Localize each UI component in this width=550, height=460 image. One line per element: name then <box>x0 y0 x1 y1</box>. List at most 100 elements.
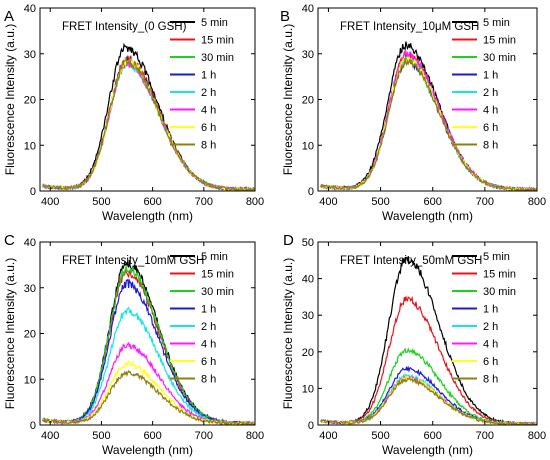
y-tick-label: 50 <box>302 237 314 249</box>
series-line-4-h <box>320 50 537 191</box>
series-line-8-h <box>42 369 255 425</box>
y-tick-label: 40 <box>24 237 36 249</box>
series-line-1-h <box>320 56 537 191</box>
legend-label: 5 min <box>201 251 228 263</box>
series-line-15-min <box>320 49 537 191</box>
y-tick-label: 30 <box>302 49 314 61</box>
legend: 5 min 15 min 30 min 1 h 2 h 4 h 6 h 8 h <box>170 17 234 152</box>
y-tick-label: 20 <box>24 95 36 107</box>
x-tick-label: 500 <box>371 196 389 208</box>
legend-label: 30 min <box>201 286 234 298</box>
y-tick-label: 40 <box>24 3 36 15</box>
legend-label: 15 min <box>201 35 234 47</box>
series-group <box>42 42 255 191</box>
x-tick-label: 800 <box>246 430 264 442</box>
x-tick-label: 400 <box>41 196 59 208</box>
panel-title: FRET Intensity_10μM GSH <box>340 21 479 33</box>
x-tick-label: 800 <box>528 196 546 208</box>
panel-title: FRET Intensity_(0 GSH) <box>62 21 187 33</box>
x-tick-label: 700 <box>476 430 494 442</box>
legend-label: 8 h <box>201 140 216 152</box>
legend-label: 1 h <box>483 70 498 82</box>
y-tick-label: 30 <box>24 283 36 295</box>
y-axis-label: Fluorescence Intensity (a.u.) <box>3 258 17 409</box>
series-group <box>320 256 537 425</box>
series-line-8-h <box>320 57 537 191</box>
x-tick-label: 600 <box>424 430 442 442</box>
legend-label: 2 h <box>201 321 216 333</box>
series-line-8-h <box>320 377 537 425</box>
legend-label: 5 min <box>201 17 228 29</box>
y-tick-label: 0 <box>308 186 314 198</box>
panel-a: A FRET Intensity_(0 GSH) 400 500 600 700 800 0 1… <box>3 3 264 223</box>
series-line-5-min <box>320 256 537 425</box>
y-tick-label: 30 <box>24 49 36 61</box>
legend-label: 30 min <box>483 52 516 64</box>
series-line-8-h <box>42 58 255 191</box>
legend-label: 6 h <box>483 122 498 134</box>
legend: 5 min 15 min 30 min 1 h 2 h 4 h 6 h 8 h <box>170 251 234 386</box>
y-tick-label: 0 <box>308 420 314 432</box>
x-tick-label: 500 <box>92 430 110 442</box>
series-group <box>320 41 537 191</box>
panel-b: B FRET Intensity_10μM GSH 400 500 600 700 800 0… <box>280 3 546 223</box>
x-tick-label: 800 <box>528 430 546 442</box>
legend-label: 6 h <box>201 122 216 134</box>
legend-label: 8 h <box>483 374 498 386</box>
x-tick-label: 600 <box>143 196 161 208</box>
y-tick-label: 0 <box>30 186 36 198</box>
panel-letter: C <box>4 232 15 249</box>
x-tick-label: 600 <box>143 430 161 442</box>
x-tick-label: 700 <box>195 196 213 208</box>
legend-label: 8 h <box>483 140 498 152</box>
legend-label: 8 h <box>201 374 216 386</box>
legend-label: 6 h <box>483 356 498 368</box>
series-line-6-h <box>42 360 255 425</box>
legend-label: 30 min <box>483 286 516 298</box>
legend-label: 1 h <box>483 304 498 316</box>
x-tick-label: 400 <box>319 430 337 442</box>
plot-frame <box>317 241 538 426</box>
x-axis-label: Wavelength (nm) <box>382 443 473 457</box>
series-line-1-h <box>320 365 537 425</box>
y-axis-label: Fluorescence Intensity (a.u.) <box>3 24 17 175</box>
panel-letter: D <box>283 232 294 249</box>
legend-label: 2 h <box>483 321 498 333</box>
x-tick-label: 400 <box>41 430 59 442</box>
x-axis-label: Wavelength (nm) <box>382 209 473 223</box>
series-line-2-h <box>320 372 537 425</box>
series-line-5-min <box>42 259 255 425</box>
y-tick-label: 20 <box>24 329 36 341</box>
panel-letter: A <box>4 8 14 25</box>
x-tick-label: 500 <box>92 196 110 208</box>
y-tick-label: 10 <box>24 374 36 386</box>
legend: 5 min 15 min 30 min 1 h 2 h 4 h 6 h 8 h <box>452 17 516 152</box>
series-line-6-h <box>320 374 537 425</box>
legend-label: 30 min <box>201 52 234 64</box>
y-axis-label: Fluorescence Intensity (a.u.) <box>281 24 295 175</box>
panel-letter: B <box>280 8 290 25</box>
series-group <box>42 259 255 425</box>
legend-label: 4 h <box>483 339 498 351</box>
legend-label: 1 h <box>201 70 216 82</box>
y-tick-label: 30 <box>302 310 314 322</box>
legend-label: 4 h <box>483 105 498 117</box>
y-tick-label: 10 <box>24 140 36 152</box>
y-tick-label: 20 <box>302 347 314 359</box>
series-line-15-min <box>320 295 537 425</box>
legend-label: 15 min <box>201 269 234 281</box>
y-tick-label: 10 <box>302 140 314 152</box>
legend-label: 1 h <box>201 304 216 316</box>
x-tick-label: 700 <box>195 430 213 442</box>
x-tick-label: 600 <box>424 196 442 208</box>
panel-title: FRET Intensity_10mM GSH <box>62 255 204 267</box>
x-tick-label: 400 <box>319 196 337 208</box>
series-line-5-min <box>42 42 255 191</box>
y-axis-label: Fluorescence Intensity (a.u.) <box>281 258 295 409</box>
y-tick-label: 40 <box>302 3 314 15</box>
legend-label: 15 min <box>483 35 516 47</box>
legend-label: 15 min <box>483 269 516 281</box>
y-tick-label: 0 <box>30 420 36 432</box>
x-axis-label: Wavelength (nm) <box>102 443 193 457</box>
